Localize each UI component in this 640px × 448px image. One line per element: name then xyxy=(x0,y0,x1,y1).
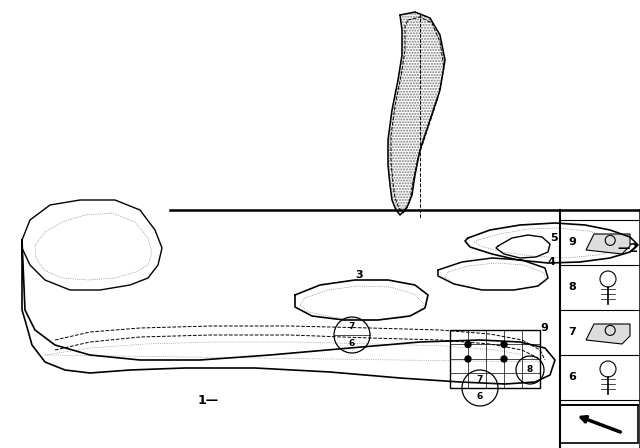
Circle shape xyxy=(501,341,507,348)
Polygon shape xyxy=(586,324,630,344)
Circle shape xyxy=(501,356,507,362)
Text: 3: 3 xyxy=(355,270,363,280)
Text: 8: 8 xyxy=(527,366,533,375)
Bar xyxy=(560,405,638,443)
Text: 9: 9 xyxy=(568,237,576,247)
Text: 7: 7 xyxy=(349,323,355,332)
Text: 6: 6 xyxy=(349,339,355,348)
Text: 7: 7 xyxy=(477,375,483,384)
Circle shape xyxy=(465,341,471,348)
Polygon shape xyxy=(586,234,630,254)
Text: 6: 6 xyxy=(568,372,576,382)
Text: 6: 6 xyxy=(477,392,483,401)
Text: 9: 9 xyxy=(540,323,548,333)
Text: 1—: 1— xyxy=(198,393,219,406)
Text: 7: 7 xyxy=(568,327,576,337)
Text: 8: 8 xyxy=(568,282,576,292)
Text: 5: 5 xyxy=(550,233,557,243)
Text: 4: 4 xyxy=(548,257,556,267)
Circle shape xyxy=(605,235,615,246)
Text: —2: —2 xyxy=(617,241,638,254)
Circle shape xyxy=(605,325,615,336)
Circle shape xyxy=(465,356,471,362)
Bar xyxy=(450,330,540,388)
